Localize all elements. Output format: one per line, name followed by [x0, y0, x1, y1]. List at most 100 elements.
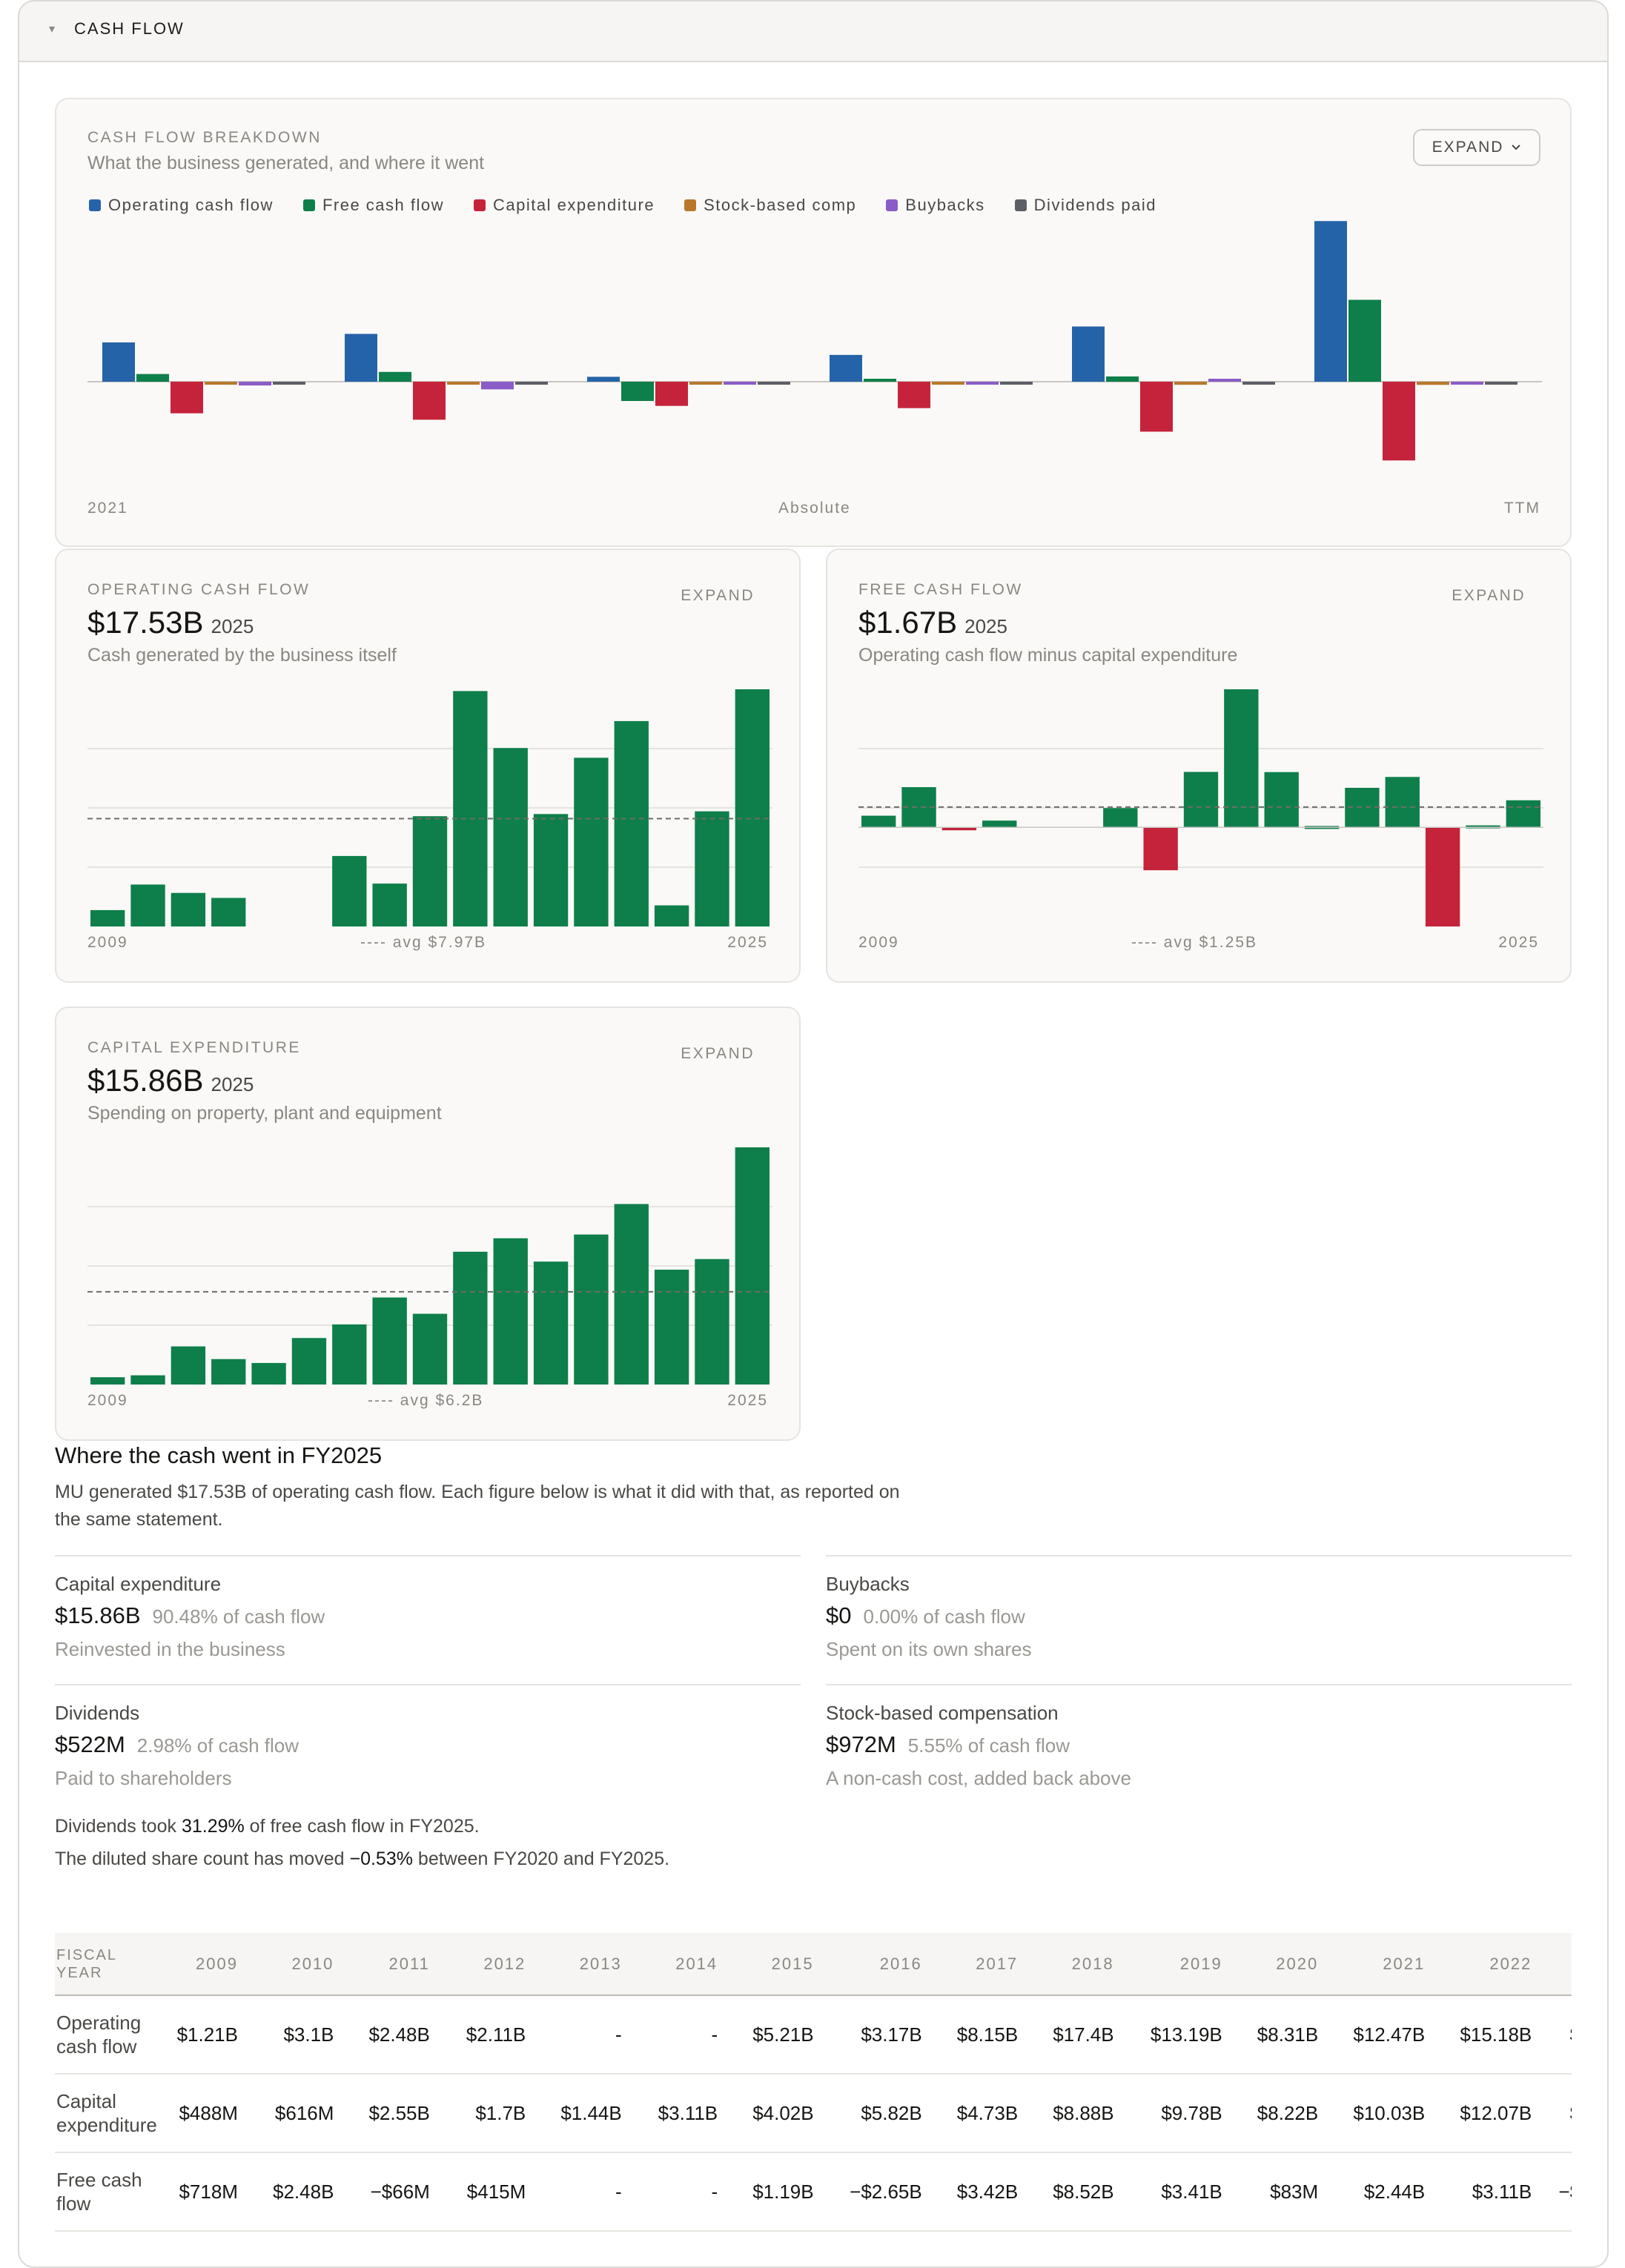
bar-free-cash-flow: [621, 382, 654, 402]
caret-down-icon[interactable]: ▾: [49, 23, 56, 36]
bar-operating-cash-flow: [1314, 221, 1347, 382]
bar: [90, 909, 125, 926]
where-title: Where the cash went in FY2025: [55, 1442, 383, 1468]
breakdown-left-label: 2021: [87, 500, 128, 517]
bar: [291, 1338, 327, 1385]
bar: [574, 757, 609, 926]
bar: [654, 905, 689, 926]
legend-label: Operating cash flow: [108, 196, 274, 214]
bar: [1143, 827, 1178, 871]
legend-swatch: [89, 199, 101, 211]
bar-capital-expenditure: [171, 382, 203, 414]
stat-pct: 90.48% of cash flow: [152, 1605, 325, 1628]
bar: [735, 689, 770, 926]
bar: [1183, 772, 1219, 828]
bar-free-cash-flow: [864, 379, 896, 382]
ocf-subtitle: Cash generated by the business itself: [87, 645, 397, 666]
cash-flow-table-scroll[interactable]: FISCAL YEAR 2009 2010 2011 2012 2013 201…: [55, 1933, 1572, 2232]
ocf-expand-button[interactable]: EXPAND: [681, 587, 755, 604]
capex-avg-label: ---- avg $6.2B: [368, 1392, 484, 1409]
bar-capital-expenditure: [898, 382, 930, 408]
bar-dividends-paid: [758, 382, 790, 385]
table-cell: $5.21B: [728, 1995, 824, 2075]
stat-label: Stock-based compensation: [826, 1702, 1059, 1724]
legend-label: Free cash flow: [322, 196, 444, 214]
bar: [735, 1147, 770, 1385]
bar: [1425, 827, 1460, 926]
year-header: 2010: [248, 1933, 345, 1996]
legend-swatch: [302, 199, 315, 211]
fcf-card: FREE CASH FLOW EXPAND $1.67B 2025 Operati…: [826, 548, 1572, 983]
legend-item[interactable]: Dividends paid: [1014, 196, 1156, 215]
bar-buybacks: [1208, 379, 1241, 382]
bar-free-cash-flow: [379, 371, 411, 382]
breakdown-right-label: TTM: [1503, 500, 1540, 517]
legend-item[interactable]: Stock-based comp: [684, 196, 856, 215]
table-cell: $3.11B: [632, 2074, 729, 2153]
bar: [493, 748, 528, 926]
table-cell: $4.02B: [728, 2074, 824, 2153]
bar-operating-cash-flow: [102, 342, 135, 382]
stat-note: Spent on its own shares: [826, 1638, 1032, 1660]
ocf-start-label: 2009: [87, 934, 128, 951]
table-header-row: FISCAL YEAR 2009 2010 2011 2012 2013 201…: [55, 1933, 1572, 1996]
legend-item[interactable]: Free cash flow: [302, 196, 444, 215]
bar-buybacks: [724, 382, 756, 385]
bar: [211, 1359, 246, 1385]
share-count-note: The diluted share count has moved −0.53%…: [55, 1848, 670, 1869]
bar-free-cash-flow: [1348, 299, 1381, 382]
year-header: 2014: [632, 1933, 729, 1996]
table-cell: $12.07B: [1435, 2074, 1543, 2153]
table-header-label: FISCAL YEAR: [55, 1933, 156, 1996]
table-cell: $3.1B: [248, 1995, 345, 2075]
breakdown-expand-button[interactable]: EXPAND: [1413, 129, 1540, 166]
bar-capital-expenditure: [655, 382, 688, 406]
bar-stock-based-comp: [1174, 382, 1207, 385]
bar: [861, 815, 896, 828]
bar-dividends-paid: [273, 382, 305, 385]
year-header: 2013: [536, 1933, 632, 1996]
bar: [493, 1238, 528, 1385]
legend-item[interactable]: Operating cash flow: [89, 196, 274, 215]
fcf-year: 2025: [964, 615, 1007, 637]
ocf-value: $17.53B 2025: [87, 605, 254, 640]
bar: [90, 1377, 125, 1385]
bar: [130, 1375, 165, 1385]
stat-note: Paid to shareholders: [55, 1767, 232, 1789]
table-cell: $3.11B: [1435, 2152, 1543, 2232]
table-cell: $9.78B: [1124, 2074, 1233, 2153]
row-label: Capital expenditure: [55, 2074, 157, 2153]
bar: [654, 1270, 689, 1385]
dividend-fcf-note: Dividends took 31.29% of free cash flow …: [55, 1816, 480, 1837]
bar-buybacks: [966, 382, 999, 385]
fcf-expand-button[interactable]: EXPAND: [1452, 587, 1526, 604]
legend-item[interactable]: Capital expenditure: [474, 196, 655, 215]
bar: [1103, 808, 1138, 828]
table-cell: $1.7B: [440, 2074, 537, 2153]
bar: [533, 1261, 569, 1385]
section-header[interactable]: ▾ CASH FLOW: [49, 19, 185, 39]
capex-chart: [87, 1147, 772, 1385]
year-header: 2019: [1124, 1933, 1233, 1996]
breakdown-legend: Operating cash flow Free cash flow Capital…: [89, 196, 1156, 215]
legend-item[interactable]: Buybacks: [886, 196, 984, 215]
section-header-bar[interactable]: [18, 0, 1609, 62]
bar: [332, 1324, 367, 1385]
table-cell: $4.73B: [932, 2074, 1029, 2153]
year-header: 2015: [728, 1933, 824, 1996]
breakdown-center-label: Absolute: [778, 500, 851, 517]
year-header: 2016: [824, 1933, 933, 1996]
table-cell: $3.42B: [932, 2152, 1029, 2232]
table-cell: $8.31B: [1232, 1995, 1329, 2075]
share-count-pct: −0.53%: [349, 1848, 413, 1869]
capex-expand-button[interactable]: EXPAND: [681, 1045, 755, 1062]
bar-dividends-paid: [1242, 382, 1275, 385]
bar-stock-based-comp: [205, 382, 237, 385]
capex-year: 2025: [211, 1073, 254, 1095]
bar: [614, 1204, 649, 1385]
stat-label: Buybacks: [826, 1573, 910, 1595]
capex-end-label: 2025: [727, 1392, 768, 1409]
bar-stock-based-comp: [689, 382, 722, 385]
year-header: 2018: [1028, 1933, 1125, 1996]
fcf-end-label: 2025: [1498, 934, 1539, 951]
